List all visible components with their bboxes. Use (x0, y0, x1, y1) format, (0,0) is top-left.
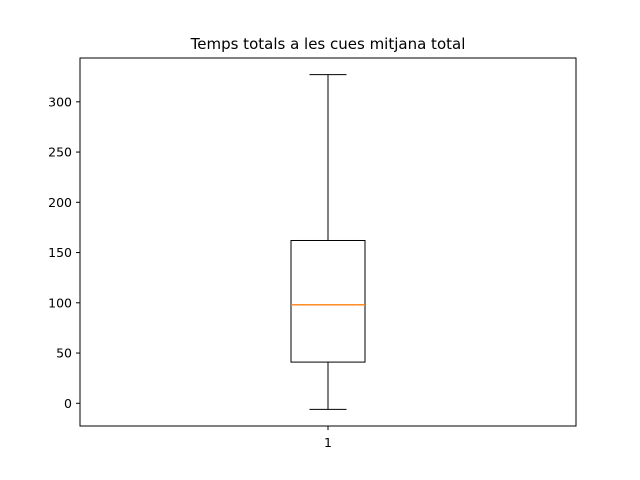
y-tick-label: 100 (48, 295, 72, 310)
y-tick-label: 300 (48, 94, 72, 109)
y-tick-label: 200 (48, 195, 72, 210)
box-iqr (290, 239, 366, 363)
box-group (290, 74, 366, 410)
y-tick-label: 50 (56, 346, 72, 361)
chart-title: Temps totals a les cues mitjana total (190, 35, 466, 53)
y-tick-label: 150 (48, 245, 72, 260)
y-tick-label: 0 (64, 396, 72, 411)
x-axis: 1 (324, 426, 332, 450)
y-tick-label: 250 (48, 145, 72, 160)
y-axis: 0 50 100 150 200 250 300 (48, 94, 80, 411)
x-tick-label: 1 (324, 435, 332, 450)
